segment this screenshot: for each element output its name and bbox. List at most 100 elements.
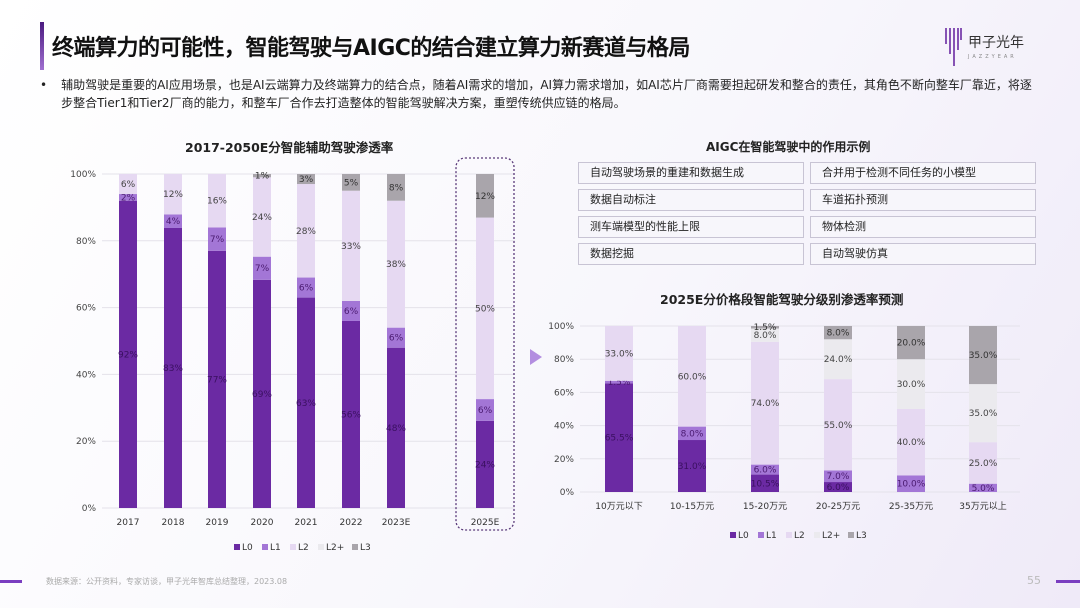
data-label: 60.0%: [678, 372, 707, 382]
bar-segment-l3: [342, 174, 360, 191]
bar-segment-l2: [208, 174, 226, 228]
brand-logo: 甲子光年 JAZZYEAR: [944, 26, 1024, 68]
y-tick-label: 0%: [560, 488, 575, 498]
right-stacked-bar-chart: 0% 20% 40% 60% 80% 100% 65.5% 1.5% 33.0% 10万元以下 31…: [548, 322, 1020, 541]
data-label: 69%: [252, 390, 272, 400]
data-label: 30.0%: [897, 380, 926, 390]
data-label: 56%: [341, 410, 361, 420]
x-tick-label: 2020: [251, 518, 274, 528]
data-label: 31.0%: [678, 462, 707, 472]
bullet-dot: •: [40, 78, 48, 92]
data-label: 6%: [299, 284, 314, 294]
bar-segment-l2: [678, 326, 706, 427]
bar-segment-l2: [342, 190, 360, 301]
data-label: 5.0%: [972, 484, 995, 494]
y-tick-label: 20%: [554, 455, 574, 465]
bar-segment-l2: [751, 341, 779, 465]
data-label: 25.0%: [969, 459, 998, 469]
legend-swatch: [290, 544, 296, 550]
bar-segment-l3: [969, 326, 997, 385]
page-number: 55: [1027, 574, 1041, 587]
bar-segment-l2: [897, 409, 925, 476]
bar-segment-l1: [119, 194, 137, 201]
bar-segment-l2: [605, 326, 633, 381]
bar-segment-l1: [897, 475, 925, 492]
bar-segment-l1: [605, 380, 633, 384]
bar-segment-l0: [119, 200, 137, 508]
aigc-item: 数据自动标注: [578, 189, 804, 211]
bar-segment-l1: [678, 426, 706, 441]
bar-segment-l3: [751, 326, 779, 329]
x-tick-label: 2025E: [471, 518, 500, 528]
legend-label: L2+: [326, 543, 344, 553]
legend-swatch: [352, 544, 358, 550]
data-label: 16%: [207, 197, 227, 207]
data-label: 8.0%: [754, 331, 777, 341]
bar-segment-l0: [751, 474, 779, 492]
data-label: 20.0%: [897, 339, 926, 349]
bar-segment-l0: [297, 297, 315, 508]
legend-swatch: [730, 532, 736, 538]
bar-segment-l2: [824, 379, 852, 471]
bar-segment-l2plus: [897, 359, 925, 409]
bar-segment-l3: [476, 174, 494, 218]
bar-segment-l1: [387, 327, 405, 348]
data-label: 6.0%: [754, 466, 777, 476]
legend-label: L0: [242, 543, 253, 553]
legend-label: L2: [794, 531, 805, 541]
bar-segment-l2: [164, 174, 182, 215]
legend-label: L0: [738, 531, 749, 541]
legend-label: L2+: [822, 531, 840, 541]
bar-segment-l2: [297, 184, 315, 278]
bar-segment-l0: [824, 482, 852, 492]
aigc-title: AIGC在智能驾驶中的作用示例: [706, 140, 871, 154]
data-label: 8.0%: [827, 329, 850, 339]
data-label: 48%: [386, 424, 406, 434]
legend-swatch: [814, 532, 820, 538]
data-label: 6%: [121, 180, 136, 190]
bar-segment-l2plus: [824, 339, 852, 380]
data-label: 1.5%: [608, 378, 631, 388]
data-label: 10.0%: [897, 480, 926, 490]
legend-swatch: [758, 532, 764, 538]
data-label: 5%: [344, 178, 359, 188]
data-label: 7.0%: [827, 472, 850, 482]
footer-accent-left: [0, 580, 22, 583]
data-label: 55.0%: [824, 421, 853, 431]
data-label: 7%: [255, 264, 270, 274]
right-chart-title: 2025E分价格段智能驾驶分级别渗透率预测: [660, 292, 904, 307]
data-label: 6.0%: [827, 483, 850, 493]
data-label: 12%: [163, 190, 183, 200]
bar-segment-l2: [119, 174, 137, 195]
x-tick-label: 2021: [295, 518, 318, 528]
footer-accent-right: [1056, 580, 1080, 583]
page-title: 终端算力的可能性，智能驾驶与AIGC的结合建立算力新赛道与格局: [52, 36, 690, 61]
data-label: 1.5%: [754, 323, 777, 333]
bar-segment-l0: [678, 440, 706, 492]
footer-source: 数据来源：公开资料，专家访谈，甲子光年智库总结整理，2023.08: [46, 577, 288, 586]
data-label: 2%: [121, 193, 136, 203]
bar-segment-l1: [342, 300, 360, 321]
data-label: 12%: [475, 192, 495, 202]
x-tick-label: 20-25万元: [816, 502, 860, 512]
bar-segment-l1: [164, 214, 182, 228]
bar-segment-l0: [605, 383, 633, 492]
data-label: 35.0%: [969, 409, 998, 419]
bar-segment-l3: [824, 326, 852, 340]
x-tick-label: 2023E: [382, 518, 411, 528]
aigc-item: 车道拓扑预测: [810, 189, 1036, 211]
legend-label: L1: [766, 531, 777, 541]
data-label: 92%: [118, 350, 138, 360]
data-label: 6%: [389, 334, 404, 344]
data-label: 77%: [207, 375, 227, 385]
bar-segment-l0: [476, 420, 494, 508]
x-tick-label: 2017: [117, 518, 140, 528]
legend-label: L3: [360, 543, 371, 553]
x-tick-label: 10万元以下: [595, 502, 642, 512]
y-tick-label: 100%: [548, 322, 574, 332]
aigc-item: 物体检测: [810, 216, 1036, 238]
bar-segment-l3: [897, 326, 925, 360]
bar-segment-l2plus: [751, 328, 779, 342]
summary-text: 辅助驾驶是重要的AI应用场景，也是AI云端算力及终端算力的结合点，随着AI需求的…: [61, 78, 1032, 110]
bar-segment-l1: [208, 227, 226, 251]
